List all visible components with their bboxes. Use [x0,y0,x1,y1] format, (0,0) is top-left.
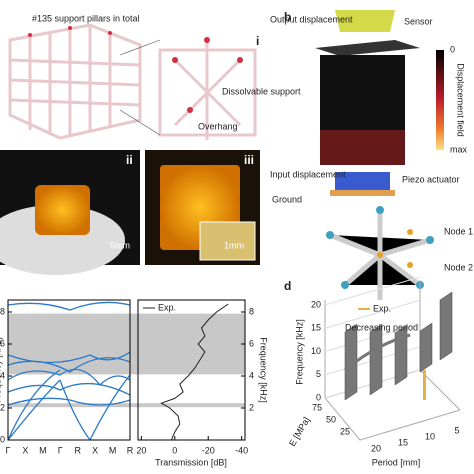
photo-label: ii [126,153,133,167]
y-tick-label: 6 [249,338,254,348]
callout: Overhang [198,121,238,131]
e-tick-label: 25 [340,426,350,436]
x-tick-label: -40 [235,445,248,455]
exp-bar [423,370,426,400]
x-tick-label: Γ [58,445,63,455]
gap-slab [344,323,358,401]
cube-glow [320,130,405,165]
y-tick-label: 2 [249,402,254,412]
y-tick-label: 0 [0,434,5,444]
y-tick-label: 4 [249,370,254,380]
period-tick-label: 10 [425,431,435,441]
gap-slab [394,324,408,386]
z-tick-label: 20 [311,299,321,309]
annotation: #135 support pillars in total [32,13,140,23]
grid-line [324,299,421,329]
axis-label: Transmission [dB] [155,457,227,467]
x-tick-label: M [109,445,117,455]
colorbar-max: max [450,144,468,154]
text: Piezo actuator [402,174,460,184]
arrow [344,333,411,372]
inset-photo [199,221,256,261]
y-tick-label: 8 [249,306,254,316]
gap-slab [419,322,433,373]
e-tick-label: 75 [312,402,322,412]
node-label: Node 2 [444,262,473,272]
band-structure [7,301,131,441]
text: Sensor [404,16,433,26]
zoom-lines [119,39,161,136]
colorbar-title: Displacement field [456,63,466,137]
glove [0,205,125,275]
x-tick-label: X [22,445,28,455]
x-tick-label: Γ [6,445,11,455]
nodes [377,229,413,268]
text: Output displacement [270,14,353,24]
x-tick-label: 20 [136,445,146,455]
y-tick-label: 2 [0,402,5,412]
period-tick-label: 5 [454,425,459,435]
node-label: Node 1 [444,226,473,236]
axis-label: Frequency [kHz] [0,337,2,403]
text: Input displacement [270,169,346,179]
colorbar-min: 0 [450,44,455,54]
x-tick-label: 0 [172,445,177,455]
axis-label: Period [mm] [372,457,421,467]
band-gap [8,313,245,375]
ground-plate [330,190,395,196]
plot-frame [7,299,131,441]
period-tick-label: 20 [371,443,381,453]
x-tick-label: R [74,445,81,455]
legend: Exp. [373,303,391,313]
exp-curve [160,303,229,441]
x-tick-label: X [92,445,98,455]
photo-label: iii [244,153,254,167]
plot-frame [137,299,246,441]
inset-label: i [256,34,259,48]
z-tick-label: 10 [311,346,321,356]
nodes [326,206,434,289]
callout: Dissolvable support [222,86,301,96]
support-dots [28,26,243,113]
annotation: Decreasing period [345,322,418,332]
scale-bar: 5mm [110,240,130,250]
sample [35,185,90,235]
axis-label: E [MPa] [287,415,312,448]
scale-bar: 1mm [224,240,244,250]
panel-label: b [284,10,291,24]
x-tick-label: M [39,445,47,455]
grid-line [324,276,421,306]
colorbar [436,50,444,150]
axis-label: Frequency [kHz] [294,319,304,385]
z-tick-label: 0 [316,392,321,402]
z-tick-label: 5 [316,369,321,379]
y-tick-label: 8 [0,306,5,316]
band-gap [8,403,245,408]
panel-label: d [284,279,291,293]
gap-slab [369,323,383,396]
x-tick-label: -20 [202,445,215,455]
y-tick-label: 6 [0,338,5,348]
e-tick-label: 50 [326,414,336,424]
sensor [335,10,395,32]
text: Ground [272,194,302,204]
actuator [335,172,390,190]
y-tick-label: 4 [0,370,5,380]
period-tick-label: 15 [398,437,408,447]
legend: Exp. [158,302,176,312]
axis-label: Frequency [kHz] [259,337,269,403]
plate [315,40,420,56]
x-tick-label: R [127,445,134,455]
lattice-render [8,23,257,140]
gap-slab [439,291,453,361]
z-tick-label: 15 [311,323,321,333]
